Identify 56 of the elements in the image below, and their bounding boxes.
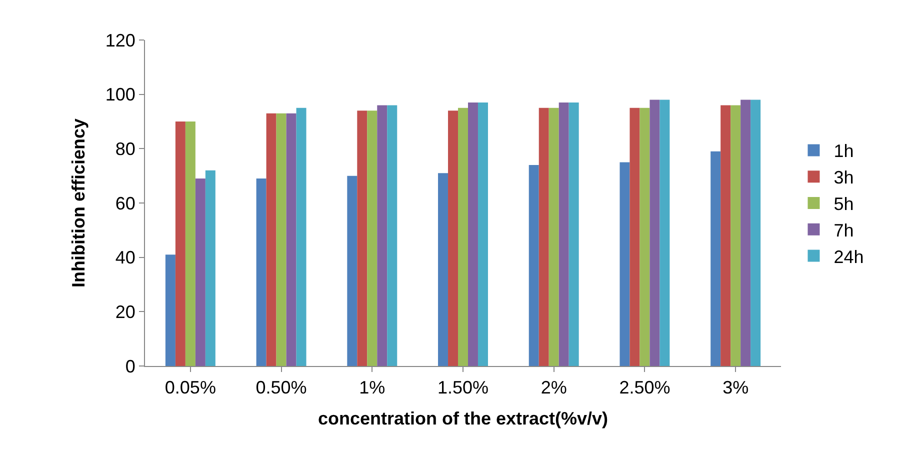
bar <box>357 110 368 366</box>
bar <box>730 105 741 366</box>
bar <box>377 105 388 366</box>
bar <box>276 113 286 366</box>
bar <box>347 176 358 366</box>
y-tick-label: 60 <box>115 193 136 214</box>
bar <box>478 102 488 366</box>
bar <box>528 164 539 366</box>
bar <box>710 151 721 366</box>
y-tick-label: 20 <box>115 302 136 322</box>
bar <box>558 102 569 366</box>
bar <box>630 108 640 366</box>
bar <box>367 110 378 366</box>
bar <box>205 170 216 366</box>
bar <box>650 100 660 366</box>
bar <box>458 108 468 366</box>
y-axis-title: Inhibition efficiency <box>68 118 89 288</box>
bar <box>296 108 306 366</box>
legend-label: 5h <box>834 194 854 214</box>
bar <box>286 113 296 366</box>
y-tick-label: 0 <box>125 356 136 376</box>
bar <box>568 102 579 366</box>
bar <box>660 100 670 366</box>
bar <box>438 173 448 366</box>
bar <box>468 102 478 366</box>
bar <box>165 254 176 366</box>
bar <box>740 100 751 366</box>
x-axis-title: concentration of the extract(%v/v) <box>318 408 608 429</box>
bar <box>266 113 276 366</box>
bar <box>175 122 186 366</box>
x-tick-label: 0.50% <box>256 378 307 398</box>
bar <box>548 108 559 366</box>
bar <box>620 162 630 366</box>
bar <box>720 105 731 366</box>
legend-label: 3h <box>834 168 854 188</box>
bar <box>256 178 266 366</box>
bar <box>750 100 761 366</box>
x-tick-label: 0.05% <box>164 378 216 398</box>
x-tick-label: 1.50% <box>437 378 489 398</box>
y-tick-label: 100 <box>105 84 136 105</box>
x-tick-label: 2.50% <box>619 378 670 398</box>
legend-label: 24h <box>834 246 864 267</box>
bar <box>387 105 398 366</box>
y-tick-label: 120 <box>105 30 136 50</box>
y-tick-label: 80 <box>115 138 136 159</box>
bar <box>538 108 549 366</box>
x-tick-label: 2% <box>540 378 567 398</box>
y-tick-label: 40 <box>115 248 136 268</box>
bar <box>640 108 650 366</box>
bar <box>195 178 206 366</box>
x-tick-label: 3% <box>722 378 749 398</box>
legend-label: 1h <box>834 141 854 162</box>
bar <box>448 110 458 366</box>
legend-label: 7h <box>834 220 854 240</box>
bar <box>185 122 196 366</box>
x-tick-label: 1% <box>359 378 386 398</box>
